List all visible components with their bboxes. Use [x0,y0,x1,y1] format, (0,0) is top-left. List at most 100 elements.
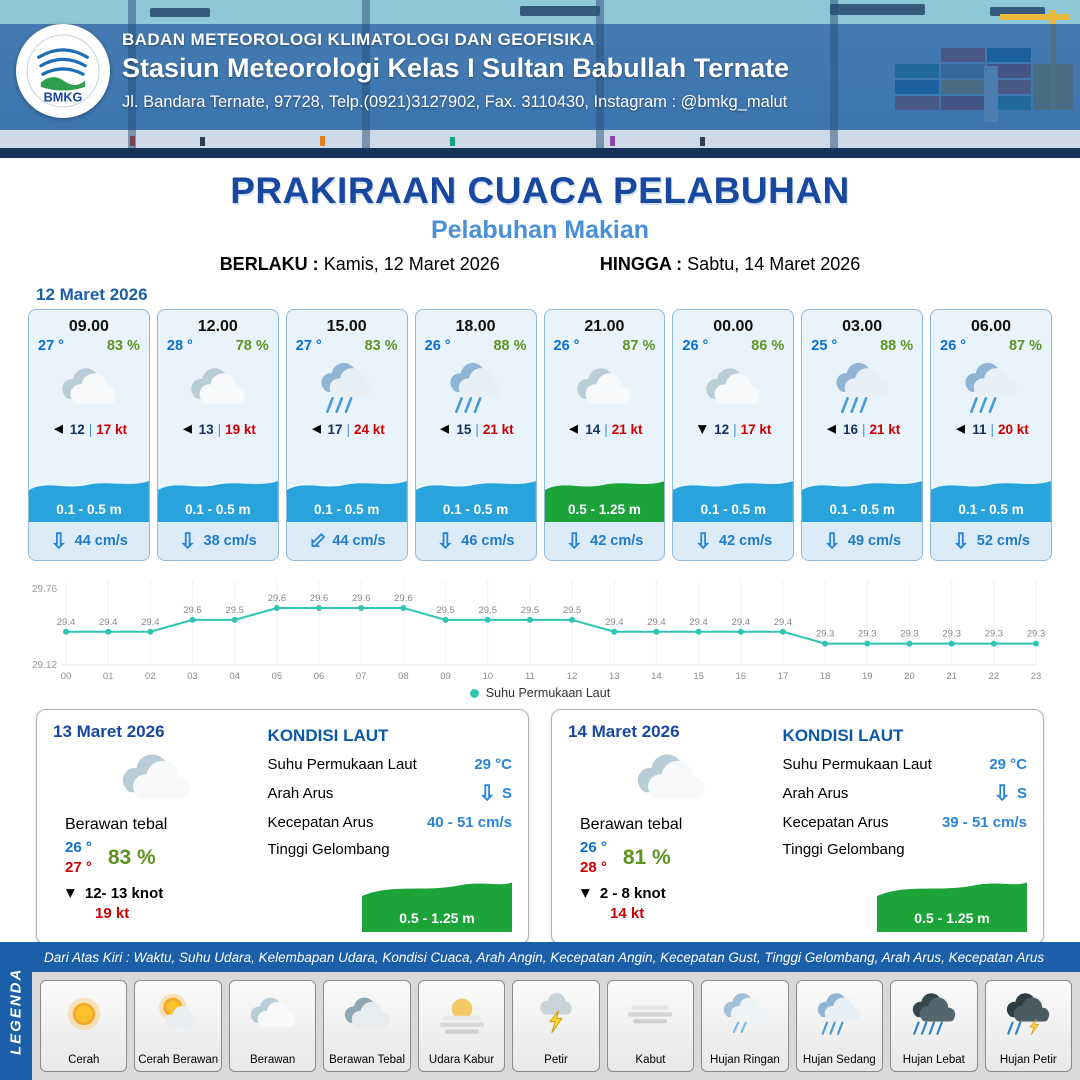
wind-row: 13 | 19 kt [158,422,278,437]
forecast-card: 06.00 26 ° 87 % 11 | 20 kt 0.1 - 0.5 m 5… [930,309,1052,561]
legend-item: Cerah [40,980,128,1072]
wave-height-value: 0.1 - 0.5 m [56,502,122,517]
svg-text:13: 13 [609,671,620,682]
chart-legend-dot [469,688,479,698]
svg-text:11: 11 [525,671,535,682]
current-speed: 38 cm/s [203,533,257,549]
sst-line-chart: 29.76 29.12 29.4 00 29.4 01 29.4 02 29.5 03 29.5 04… [32,581,1045,682]
legend-item-label: Hujan Ringan [710,1054,780,1066]
svg-text:16: 16 [735,671,746,682]
forecast-time: 18.00 [455,318,496,335]
wave-height-value: 0.1 - 0.5 m [700,502,766,517]
forecast-card: 12.00 28 ° 78 % 13 | 19 kt 0.1 - 0.5 m 3… [156,309,279,561]
svg-text:29.3: 29.3 [816,629,835,640]
sst-label: Suhu Permukaan Laut [782,756,932,773]
current-row: 38 cm/s [157,522,278,560]
wave-height-band: 0.1 - 0.5 m [157,476,278,522]
valid-from-value: Kamis, 12 Maret 2026 [323,254,500,274]
legend-item: Kabut [606,980,695,1072]
wave-height-band: 0.1 - 0.5 m [931,476,1051,522]
header: BMKG BADAN METEOROLOGI KLIMATOLOGI DAN G… [0,0,1080,158]
wind-separator: | [861,422,866,437]
current-row: 46 cm/s [415,522,536,560]
cloud-icon [53,742,260,816]
agency-name: BADAN METEOROLOGI KLIMATOLOGI DAN GEOFIS… [122,30,595,49]
current-speed-value: 40 - 51 cm/s [426,814,512,831]
legend-item-label: Udara Kabur [428,1054,495,1066]
svg-text:29.5: 29.5 [521,605,540,616]
svg-text:29.6: 29.6 [268,593,287,604]
hujan-lebat-icon [905,987,963,1041]
humidity-value: 83 % [364,338,398,354]
svg-text:29.4: 29.4 [99,617,118,628]
legend-item: Berawan [228,980,317,1072]
wind-direction-arrow [51,422,66,437]
svg-text:21: 21 [946,671,957,682]
wave-height-band: 0.5 - 1.25 m [544,476,665,522]
sea-conditions-title: KONDISI LAUT [782,726,904,745]
current-direction-value: S [1016,785,1027,802]
humidity-value: 87 % [622,338,656,354]
cloud-icon [568,742,775,816]
humidity-value: 88 % [880,338,914,354]
svg-text:29.4: 29.4 [732,617,751,628]
current-direction-arrow [179,531,197,552]
cloud-icon [673,356,793,420]
wave-height-value: 0.1 - 0.5 m [185,502,251,517]
svg-text:29.4: 29.4 [647,617,666,628]
daily-gust: 14 kt [610,904,645,922]
svg-text:29.5: 29.5 [563,605,582,616]
current-speed-value: 39 - 51 cm/s [941,814,1027,831]
legend-title: LEGENDA [0,942,32,1080]
svg-text:29.5: 29.5 [436,605,455,616]
wind-speed: 16 [842,422,858,437]
wind-row: 16 | 21 kt [802,422,922,437]
svg-text:18: 18 [820,671,831,682]
wind-gust: 17 kt [96,422,128,437]
wind-direction-arrow [309,422,324,437]
svg-text:29.4: 29.4 [605,617,624,628]
svg-text:00: 00 [61,671,72,682]
hujan-sedang-icon [810,987,868,1041]
cloud-icon [29,356,149,420]
forecast-card-row: 09.00 27 ° 83 % 12 | 17 kt 0.1 - 0.5 m 4… [0,309,1080,561]
temperature-value: 26 ° [424,338,451,354]
legend-item: Hujan Lebat [890,980,978,1072]
wind-row: 12 | 17 kt [29,422,149,437]
udara-kabur-icon [433,987,491,1041]
humidity-value: 83 % [106,338,140,354]
address-line: Jl. Bandara Ternate, 97728, Telp.(0921)3… [122,93,788,111]
humidity-value: 88 % [493,338,527,354]
current-speed: 52 cm/s [976,533,1030,549]
wave-height-band: 0.1 - 0.5 m [802,476,923,522]
hujan-ringan-icon [716,987,774,1041]
legend-item: Hujan Petir [984,980,1072,1072]
forecast-card: 18.00 26 ° 88 % 15 | 21 kt 0.1 - 0.5 m 4… [414,309,537,561]
current-row: 42 cm/s [544,522,665,560]
wave-height-value: 0.5 - 1.25 m [399,910,475,926]
svg-text:29.4: 29.4 [57,617,76,628]
title-section: PRAKIRAAN CUACA PELABUHAN Pelabuhan Maki… [0,158,1080,275]
svg-text:09: 09 [440,671,451,682]
wind-row: 15 | 21 kt [416,422,536,437]
svg-text:17: 17 [778,671,789,682]
berawan-tebal-icon [338,987,396,1041]
wind-speed: 12 [714,422,730,437]
wind-separator: | [733,422,737,437]
wind-speed: 13 [198,422,214,437]
current-direction-arrow [478,783,496,804]
sst-chart-section: 29.76 29.12 29.4 00 29.4 01 29.4 02 29.5 03 29.5 04… [30,571,1050,701]
cloud-icon [545,356,665,420]
sst-value: 29 °C [989,756,1027,773]
current-direction-value: S [501,785,512,802]
station-name: Stasiun Meteorologi Kelas I Sultan Babul… [122,53,790,83]
current-direction-arrow [566,531,584,552]
wind-separator: | [990,422,994,437]
current-direction-label: Arah Arus [267,785,334,802]
wind-row: 12 | 17 kt [673,422,793,437]
wind-speed: 11 [972,422,987,437]
wind-separator: | [475,422,479,437]
daily-date: 13 Maret 2026 [53,722,165,741]
kabut-icon [621,987,679,1041]
